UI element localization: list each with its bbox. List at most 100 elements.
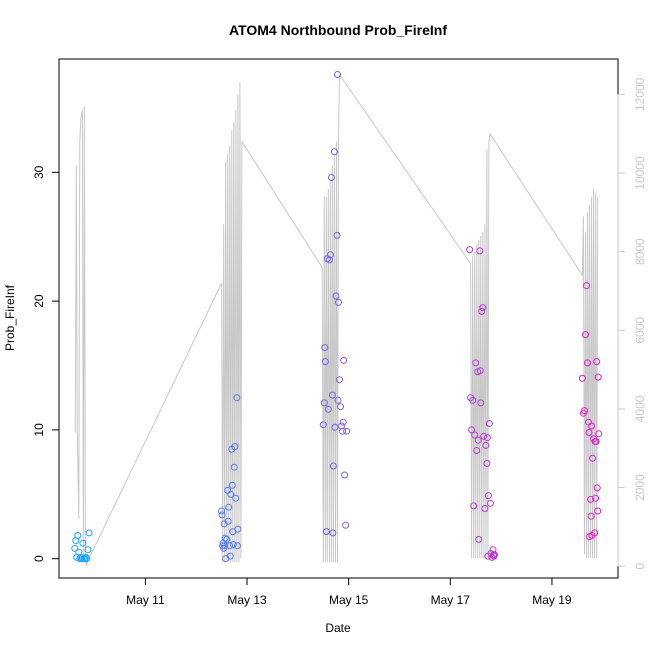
data-point (74, 532, 82, 539)
y2-tick-label: 2000 (633, 474, 647, 501)
data-point (482, 441, 490, 449)
data-point (327, 174, 335, 181)
data-point (341, 471, 349, 479)
data-point (330, 148, 338, 156)
data-points (71, 71, 603, 563)
data-point (584, 359, 591, 367)
data-point (593, 358, 601, 366)
y2-tick-label: 8000 (633, 238, 647, 265)
x-tick-label: May 13 (227, 593, 267, 607)
data-point (335, 298, 342, 306)
data-point (483, 459, 491, 467)
data-point (226, 552, 234, 560)
data-point (595, 430, 603, 438)
data-point (81, 555, 89, 563)
data-point (466, 246, 474, 254)
y-axis-right: 0 2000 4000 6000 8000 10000 12000 (617, 77, 647, 570)
data-point (331, 423, 339, 431)
data-point (224, 517, 232, 525)
x-tick-label: May 11 (126, 593, 165, 607)
data-point (324, 405, 332, 413)
data-point (332, 292, 340, 300)
data-point (334, 71, 341, 78)
data-point (232, 494, 240, 502)
data-point (218, 511, 226, 519)
data-point (476, 367, 484, 375)
data-point (85, 529, 93, 537)
data-point (587, 495, 595, 503)
data-point (234, 525, 242, 533)
y-axis-label: Prob_FireInf (3, 284, 17, 351)
data-point (325, 256, 333, 264)
data-point (468, 426, 476, 434)
data-point (227, 490, 235, 498)
data-point (334, 396, 342, 404)
data-point (582, 331, 589, 339)
data-point (474, 436, 482, 444)
data-point (583, 282, 590, 290)
data-point (480, 432, 488, 440)
data-point (230, 463, 238, 471)
x-tick-label: May 17 (431, 593, 471, 607)
data-point (82, 553, 90, 561)
data-point (326, 251, 334, 259)
data-point (228, 481, 236, 489)
data-point (83, 555, 91, 563)
data-point (486, 499, 494, 507)
data-point (588, 422, 596, 430)
data-point (71, 544, 79, 552)
data-point (473, 447, 481, 454)
data-point (79, 539, 87, 547)
data-point (223, 535, 231, 543)
x-tick-label: May 15 (329, 593, 369, 607)
y2-tick-label: 12000 (633, 77, 647, 111)
y-tick-label: 10 (32, 423, 46, 437)
data-point (84, 546, 92, 554)
data-point (321, 344, 329, 351)
data-point (481, 505, 489, 512)
data-point (233, 394, 241, 402)
data-point (329, 529, 337, 537)
data-point (592, 438, 600, 445)
secondary-series-line (74, 73, 599, 567)
y2-tick-label: 0 (633, 563, 647, 570)
data-point (491, 551, 498, 559)
data-point (469, 396, 477, 404)
y2-tick-label: 6000 (633, 317, 647, 344)
data-point (333, 231, 341, 239)
data-point (321, 358, 329, 366)
y-tick-label: 20 (32, 294, 46, 308)
data-point (339, 418, 347, 426)
data-point (585, 429, 593, 436)
data-point (594, 507, 602, 515)
data-point (475, 535, 483, 543)
data-point (343, 427, 351, 435)
data-point (589, 454, 597, 462)
data-point (476, 247, 484, 255)
data-point (233, 542, 241, 550)
data-point (593, 484, 601, 492)
data-point (221, 542, 229, 550)
data-point (581, 407, 588, 415)
data-point (483, 434, 491, 442)
data-point (578, 374, 586, 382)
y-tick-label: 0 (32, 555, 46, 562)
data-point (340, 356, 348, 364)
x-axis-label: Date (325, 621, 351, 635)
data-point (218, 507, 226, 515)
y-tick-label: 30 (32, 165, 46, 179)
data-point (328, 391, 336, 399)
data-point (320, 399, 328, 407)
data-point (594, 373, 602, 381)
secondary-series (74, 73, 599, 567)
chart-title: ATOM4 Northbound Prob_FireInf (229, 22, 447, 38)
data-point (329, 462, 337, 470)
data-point (485, 420, 493, 427)
data-point (337, 403, 344, 411)
y2-tick-label: 4000 (633, 395, 647, 422)
data-point (226, 542, 234, 550)
data-point (478, 307, 486, 315)
data-point (592, 494, 600, 502)
data-point (225, 503, 233, 511)
